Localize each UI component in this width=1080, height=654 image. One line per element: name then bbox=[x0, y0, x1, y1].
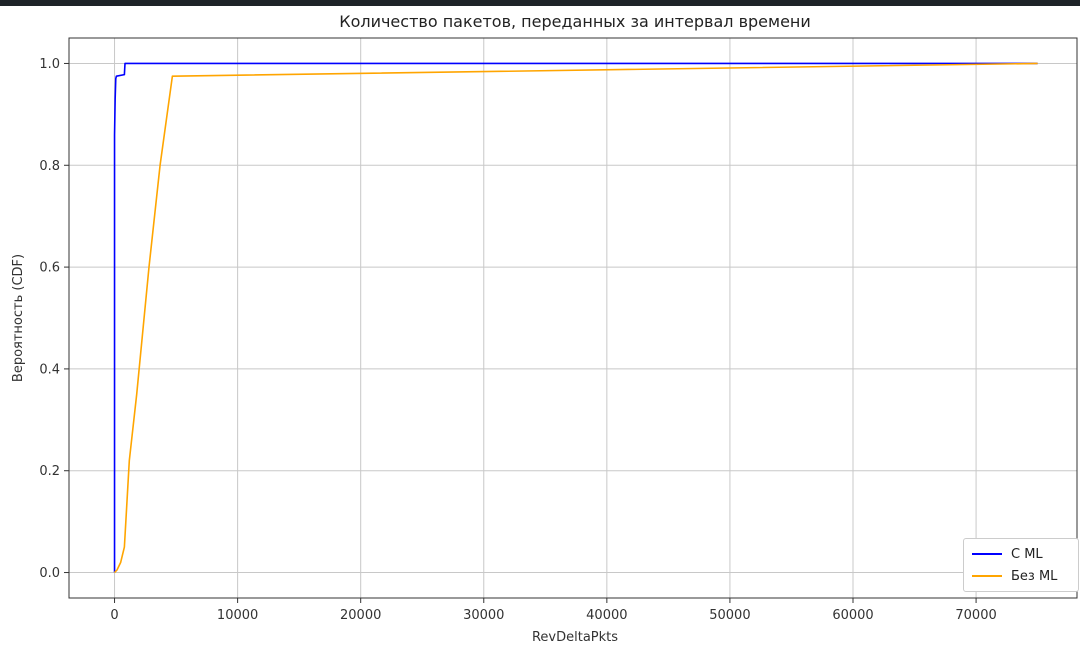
series-line-without-ml bbox=[113, 62, 1038, 574]
x-tick-label: 10000 bbox=[217, 608, 258, 623]
series-line-with-ml bbox=[113, 62, 1038, 573]
x-tick-label: 60000 bbox=[832, 608, 873, 623]
legend-item-without-ml: Без ML bbox=[972, 567, 1057, 585]
y-tick-label: 0.0 bbox=[39, 566, 60, 581]
legend-label-with-ml: С ML bbox=[1011, 546, 1043, 562]
y-tick-label: 0.4 bbox=[39, 362, 60, 377]
x-axis-label: RevDeltaPkts bbox=[532, 630, 618, 645]
ticks-layer: 0 10000 20000 30000 40000 50000 60000 70000 0.0 0… bbox=[39, 57, 996, 623]
legend-swatch-without-ml bbox=[972, 575, 1002, 577]
x-tick-label: 70000 bbox=[955, 608, 996, 623]
grid-layer bbox=[69, 38, 1077, 598]
y-tick-label: 0.2 bbox=[39, 464, 60, 479]
series-layer bbox=[113, 62, 1038, 574]
y-tick-label: 0.8 bbox=[39, 159, 60, 174]
plot-frame bbox=[68, 37, 1078, 599]
chart-title: Количество пакетов, переданных за интерв… bbox=[339, 12, 811, 31]
y-tick-label: 1.0 bbox=[39, 57, 60, 72]
legend: С ML Без ML bbox=[963, 538, 1079, 592]
legend-label-without-ml: Без ML bbox=[1011, 568, 1058, 584]
x-tick-label: 20000 bbox=[340, 608, 381, 623]
x-tick-label: 0 bbox=[110, 608, 118, 623]
y-axis-label: Вероятность (CDF) bbox=[11, 254, 26, 382]
y-tick-label: 0.6 bbox=[39, 261, 60, 276]
x-tick-label: 30000 bbox=[463, 608, 504, 623]
legend-item-with-ml: С ML bbox=[972, 545, 1043, 563]
legend-swatch-with-ml bbox=[972, 553, 1002, 555]
window-top-bar bbox=[0, 0, 1080, 6]
x-tick-label: 50000 bbox=[709, 608, 750, 623]
x-tick-label: 40000 bbox=[586, 608, 627, 623]
